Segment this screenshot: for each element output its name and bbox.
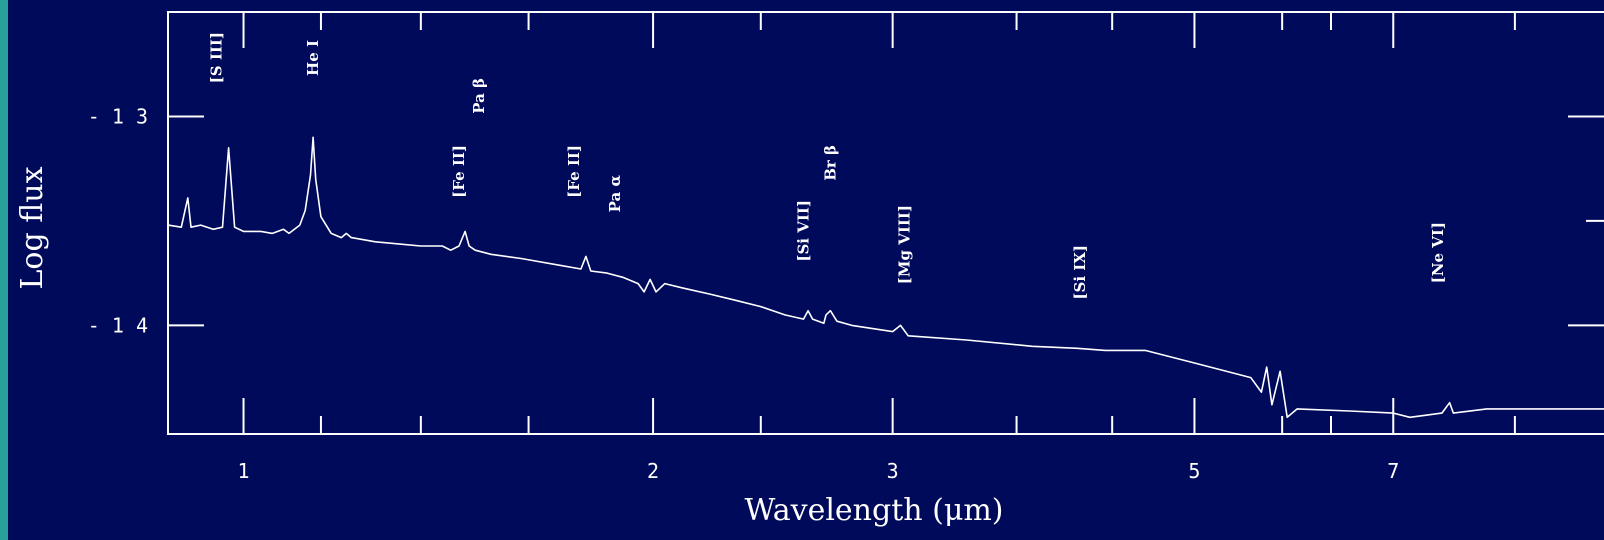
line-annotation: [Fe II] bbox=[565, 145, 583, 198]
series-group bbox=[167, 136, 1604, 419]
line-annotation: Br β bbox=[821, 145, 839, 181]
left-accent-stripe bbox=[0, 0, 8, 540]
annotations-group: [S III] He I [Fe II] Pa β [Fe II] Pa α [Si VII… bbox=[207, 32, 1447, 300]
line-annotation: [S III] bbox=[207, 32, 225, 83]
line-annotation: [Ne VI] bbox=[1429, 222, 1447, 283]
line-annotation: [Mg VIII] bbox=[895, 205, 913, 284]
x-tick-label: 2 bbox=[647, 459, 659, 483]
plot-frame-group bbox=[167, 11, 1604, 435]
plot-frame bbox=[167, 11, 1604, 435]
line-annotation: He I bbox=[304, 40, 322, 76]
x-tick-label: 3 bbox=[887, 459, 899, 483]
line-annotation: Pa α bbox=[606, 175, 624, 213]
x-tick-label: 7 bbox=[1387, 459, 1399, 483]
x-tick-label: 1 bbox=[238, 459, 250, 483]
ticks-group: 1 2 3 5 7 - 1 3 - 1 4 bbox=[88, 12, 1604, 483]
x-axis-label: Wavelength (μm) bbox=[745, 493, 1004, 528]
y-axis-label: Log flux bbox=[15, 166, 50, 289]
line-annotation: [Fe II] bbox=[450, 145, 468, 198]
line-annotation: [Si VII] bbox=[795, 200, 813, 262]
line-annotation: [Si IX] bbox=[1071, 245, 1089, 300]
y-tick-label: - 1 3 bbox=[88, 104, 148, 128]
line-annotation: Pa β bbox=[470, 78, 488, 114]
x-tick-label: 5 bbox=[1188, 459, 1200, 483]
spectrum-line bbox=[167, 136, 1604, 419]
y-tick-label: - 1 4 bbox=[88, 313, 148, 337]
